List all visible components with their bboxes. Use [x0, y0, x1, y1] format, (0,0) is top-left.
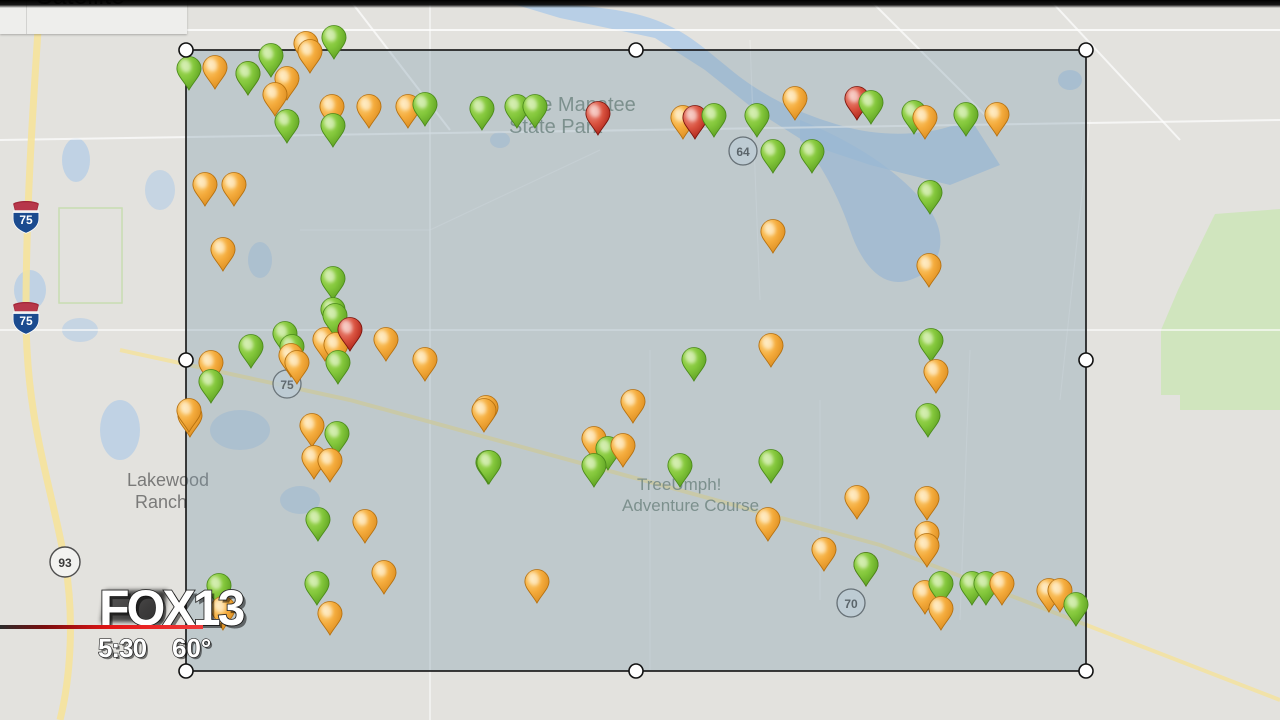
svg-text:Ranch: Ranch: [135, 492, 187, 512]
svg-text:93: 93: [58, 556, 72, 570]
